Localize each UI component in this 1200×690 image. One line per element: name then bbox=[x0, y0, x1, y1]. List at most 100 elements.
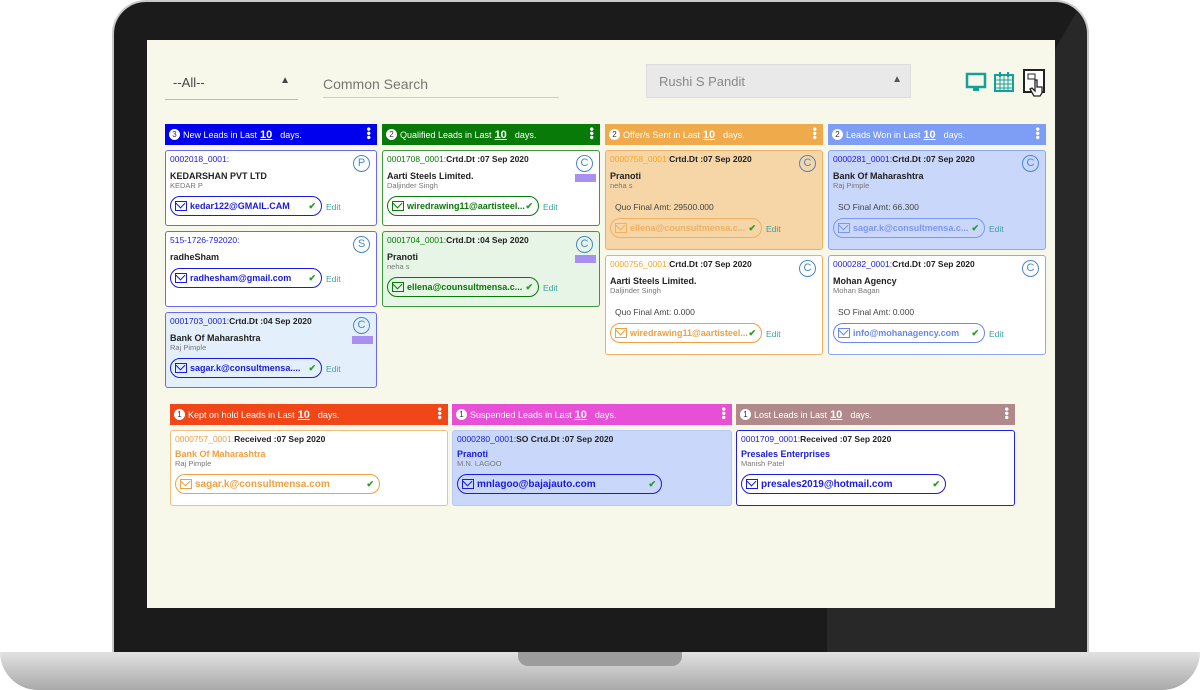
email-pill[interactable]: radhesham@gmail.com ✔ bbox=[170, 268, 322, 288]
company-name: Bank Of Maharashtra bbox=[175, 449, 266, 459]
lead-id[interactable]: 0001709_0001: bbox=[741, 434, 801, 444]
verified-check-icon: ✔ bbox=[308, 200, 316, 211]
lead-card[interactable]: 0000756_0001:Crtd.Dt :07 Sep 2020 Aarti S… bbox=[605, 255, 823, 355]
lead-id[interactable]: 0000280_0001: bbox=[457, 434, 517, 444]
lead-card[interactable]: 515-1726-792020: radheSham radhesham@gmail… bbox=[165, 231, 377, 307]
lead-card[interactable]: 0000281_0001:Crtd.Dt :07 Sep 2020 Bank Of… bbox=[828, 150, 1046, 250]
lead-card[interactable]: 0000282_0001:Crtd.Dt :07 Sep 2020 Mohan A… bbox=[828, 255, 1046, 355]
lead-id[interactable]: 0001704_0001: bbox=[387, 235, 447, 245]
email-pill[interactable]: mnlagoo@bajajauto.com ✔ bbox=[457, 474, 662, 494]
lead-id[interactable]: 0000758_0001: bbox=[610, 154, 670, 164]
days-count[interactable]: 10 bbox=[923, 128, 936, 141]
email-row: sagar.k@consultmensa.... ✔ Edit bbox=[170, 352, 372, 378]
column-menu-icon[interactable]: ••• bbox=[717, 407, 731, 420]
mail-icon bbox=[838, 223, 850, 233]
column-menu-icon[interactable]: ••• bbox=[808, 127, 822, 140]
days-count[interactable]: 10 bbox=[297, 408, 310, 421]
column-title: Leads Won in Last bbox=[846, 129, 921, 140]
email-address: wiredrawing11@aartisteel... bbox=[630, 328, 748, 338]
edit-link[interactable]: Edit bbox=[766, 328, 781, 339]
days-label: days. bbox=[280, 129, 302, 140]
lead-id[interactable]: 0000282_0001: bbox=[833, 259, 893, 269]
lead-id[interactable]: 0002018_0001: bbox=[170, 154, 230, 164]
status-badge-icon: S bbox=[353, 236, 370, 253]
email-pill[interactable]: sagar.k@consultmensa.... ✔ bbox=[170, 358, 322, 378]
email-pill[interactable]: ellena@counsultmensa.c... ✔ bbox=[610, 218, 762, 238]
edit-link[interactable]: Edit bbox=[543, 201, 558, 212]
lead-id[interactable]: 515-1726-792020: bbox=[170, 235, 240, 245]
common-search-input[interactable] bbox=[323, 70, 559, 98]
status-filter-select[interactable]: --All-- ▲︎ bbox=[165, 66, 298, 100]
column-title: Qualified Leads in Last bbox=[400, 129, 492, 140]
days-count[interactable]: 10 bbox=[494, 128, 507, 141]
email-address: radhesham@gmail.com bbox=[190, 273, 292, 283]
column-menu-icon[interactable]: ••• bbox=[1031, 127, 1045, 140]
lead-card[interactable]: 0000280_0001:SO Crtd.Dt :07 Sep 2020 Pran… bbox=[452, 430, 732, 506]
column-menu-icon[interactable]: ••• bbox=[433, 407, 447, 420]
email-pill[interactable]: sagar.k@consultmensa.com ✔ bbox=[175, 474, 380, 494]
calendar-icon[interactable] bbox=[992, 70, 1016, 94]
lead-card[interactable]: 0000758_0001:Crtd.Dt :07 Sep 2020 Pranoti… bbox=[605, 150, 823, 250]
email-pill[interactable]: presales2019@hotmail.com ✔ bbox=[741, 474, 946, 494]
email-address: info@mohanagency.com bbox=[853, 328, 960, 338]
lead-card[interactable]: 0000757_0001:Received :07 Sep 2020 Bank O… bbox=[170, 430, 448, 506]
monitor-icon[interactable] bbox=[964, 70, 988, 94]
email-pill[interactable]: kedar122@GMAIL.CAM ✔ bbox=[170, 196, 322, 216]
column-count-badge: 2 bbox=[386, 129, 397, 140]
email-pill[interactable]: wiredrawing11@aartisteel... ✔ bbox=[610, 323, 762, 343]
edit-link[interactable]: Edit bbox=[989, 223, 1004, 234]
column-menu-icon[interactable]: ••• bbox=[362, 127, 376, 140]
kanban-column: 1 Suspended Leads in Last 10 days. ••• 000028… bbox=[452, 404, 732, 506]
edit-link[interactable]: Edit bbox=[989, 328, 1004, 339]
email-pill[interactable]: sagar.k@consultmensa.c... ✔ bbox=[833, 218, 985, 238]
lead-id-line: 0001709_0001:Received :07 Sep 2020 bbox=[741, 434, 1010, 444]
select-arrows-icon: ▲︎ bbox=[280, 75, 290, 86]
lead-card[interactable]: 0001704_0001:Crtd.Dt :04 Sep 2020 Pranoti… bbox=[382, 231, 600, 307]
email-address: sagar.k@consultmensa.com bbox=[195, 478, 330, 490]
email-address: sagar.k@consultmensa.c... bbox=[853, 223, 969, 233]
email-row: wiredrawing11@aartisteel... ✔ Edit bbox=[387, 190, 595, 216]
edit-link[interactable]: Edit bbox=[766, 223, 781, 234]
lead-id[interactable]: 0000281_0001: bbox=[833, 154, 893, 164]
lead-id[interactable]: 0000756_0001: bbox=[610, 259, 670, 269]
lead-id-line: 0000756_0001:Crtd.Dt :07 Sep 2020 bbox=[610, 259, 818, 269]
edit-link[interactable]: Edit bbox=[326, 363, 341, 374]
edit-link[interactable]: Edit bbox=[543, 282, 558, 293]
email-pill[interactable]: ellena@counsultmensa.c... ✔ bbox=[387, 277, 539, 297]
column-count-badge: 1 bbox=[174, 409, 185, 420]
lead-card[interactable]: 0001708_0001:Crtd.Dt :07 Sep 2020 Aarti S… bbox=[382, 150, 600, 226]
lead-id[interactable]: 0001703_0001: bbox=[170, 316, 230, 326]
email-pill[interactable]: wiredrawing11@aartisteel... ✔ bbox=[387, 196, 539, 216]
mail-icon bbox=[392, 201, 404, 211]
column-header: 1 Suspended Leads in Last 10 days. ••• bbox=[452, 404, 732, 425]
status-filter-value: --All-- bbox=[173, 75, 205, 90]
verified-check-icon: ✔ bbox=[648, 478, 656, 489]
lead-id[interactable]: 0001708_0001: bbox=[387, 154, 447, 164]
days-count[interactable]: 10 bbox=[830, 408, 843, 421]
lead-card[interactable]: 0001709_0001:Received :07 Sep 2020 Presal… bbox=[736, 430, 1015, 506]
contact-name: KEDAR P bbox=[170, 181, 203, 190]
company-name: Bank Of Maharashtra bbox=[833, 171, 924, 181]
column-menu-icon[interactable]: ••• bbox=[585, 127, 599, 140]
lead-id-line: 0000282_0001:Crtd.Dt :07 Sep 2020 bbox=[833, 259, 1041, 269]
column-menu-icon[interactable]: ••• bbox=[1000, 407, 1014, 420]
days-count[interactable]: 10 bbox=[702, 128, 716, 141]
touch-panel-icon[interactable] bbox=[1022, 68, 1048, 98]
edit-link[interactable]: Edit bbox=[326, 273, 341, 284]
mail-icon bbox=[175, 363, 187, 373]
verified-check-icon: ✔ bbox=[308, 272, 316, 283]
company-name: Aarti Steels Limited. bbox=[610, 276, 697, 286]
company-name: Pranoti bbox=[387, 252, 419, 262]
kanban-column: 3 New Leads in Last 10 days. ••• 0002018_0001… bbox=[165, 124, 377, 388]
edit-link[interactable]: Edit bbox=[326, 201, 341, 212]
status-badge-icon: C bbox=[1022, 155, 1039, 172]
lead-card[interactable]: 0001703_0001:Crtd.Dt :04 Sep 2020 Bank Of… bbox=[165, 312, 377, 388]
days-count[interactable]: 10 bbox=[574, 408, 587, 421]
final-amount: SO Final Amt: 0.000 bbox=[838, 307, 915, 317]
user-select[interactable]: Rushi S Pandit ▲ bbox=[646, 64, 911, 98]
email-row: presales2019@hotmail.com ✔ bbox=[741, 468, 1010, 494]
email-pill[interactable]: info@mohanagency.com ✔ bbox=[833, 323, 985, 343]
lead-id[interactable]: 0000757_0001: bbox=[175, 434, 235, 444]
days-count[interactable]: 10 bbox=[260, 128, 273, 141]
